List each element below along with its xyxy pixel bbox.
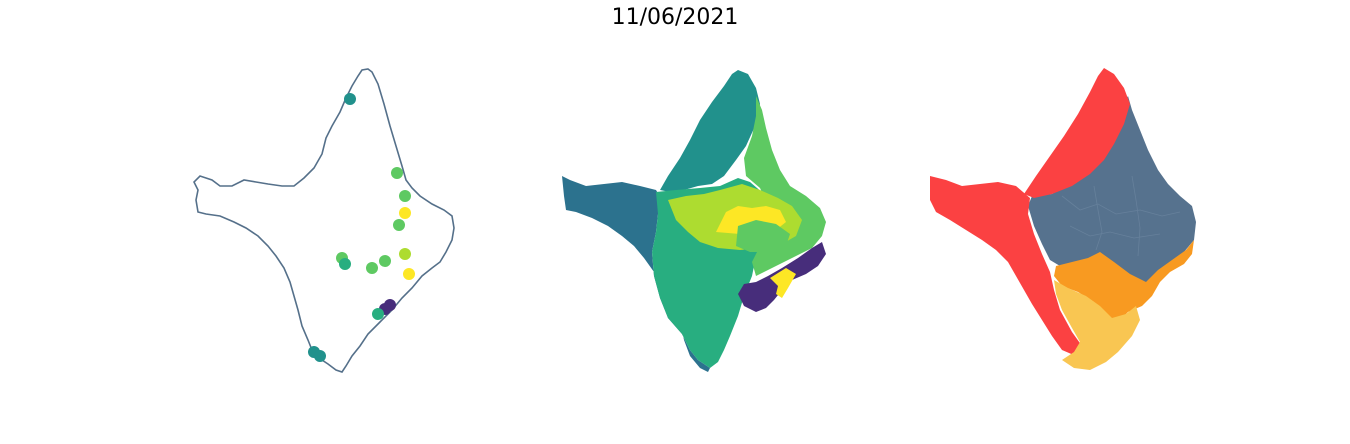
- zone-internal-boundaries: [1061, 175, 1181, 257]
- region-north-green: [660, 70, 760, 192]
- classified-zones-map: [930, 68, 1196, 370]
- zone-orange: [1054, 240, 1194, 322]
- station-point: [314, 350, 326, 362]
- station-point: [366, 262, 378, 274]
- state-outline: [193, 68, 455, 373]
- region-core-green: [736, 220, 790, 252]
- station-point: [339, 258, 351, 270]
- station-point: [399, 207, 411, 219]
- zone-yellow: [1054, 280, 1140, 370]
- station-point: [372, 308, 384, 320]
- region-southeast-yellow: [770, 268, 796, 298]
- station-point: [391, 167, 403, 179]
- zone-slate: [1028, 96, 1196, 296]
- station-point: [344, 93, 356, 105]
- zone-red-west: [930, 176, 1082, 356]
- station-points-map: [193, 68, 455, 373]
- station-point: [403, 268, 415, 280]
- station-point: [393, 219, 405, 231]
- station-point: [379, 255, 391, 267]
- zone-red-north: [1024, 68, 1130, 198]
- station-point: [399, 190, 411, 202]
- station-point: [399, 248, 411, 260]
- interpolated-surface-map: [562, 70, 826, 372]
- figure-title: 11/06/2021: [611, 5, 739, 30]
